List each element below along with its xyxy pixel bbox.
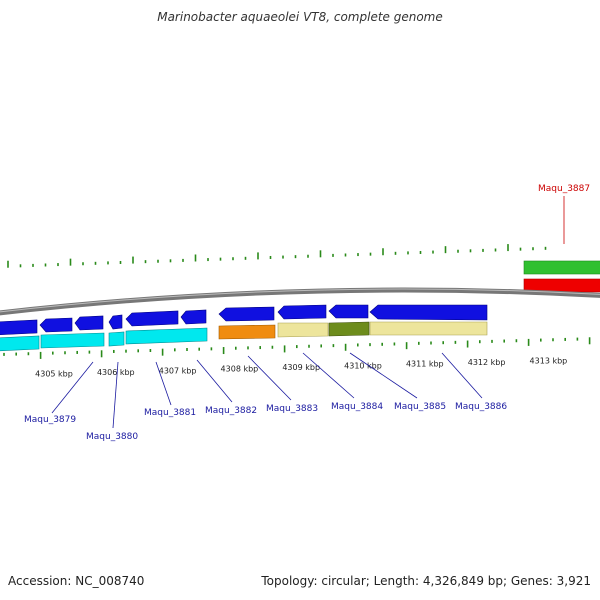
map-title: Marinobacter aquaeolei VT8, complete gen…: [157, 10, 443, 24]
cds-small-b[interactable]: [180, 309, 207, 325]
gene-label-maqu-3883[interactable]: Maqu_3883: [266, 404, 318, 414]
cds-maqu-3880[interactable]: [39, 317, 73, 333]
cds-maqu-3880b[interactable]: [74, 315, 104, 331]
gene-label-maqu-3880[interactable]: Maqu_3880: [86, 432, 138, 442]
inner-tick-ring: [3, 337, 591, 359]
cds-maqu-3881[interactable]: [125, 310, 179, 327]
leader-maqu-3886: [441, 352, 483, 399]
forward-strand-features: [0, 304, 488, 336]
gene-label-maqu-3887[interactable]: Maqu_3887: [538, 184, 590, 194]
genome-summary: Topology: circular; Length: 4,326,849 bp…: [261, 574, 591, 588]
feature-orange[interactable]: [218, 324, 276, 340]
gene-label-maqu-3885[interactable]: Maqu_3885: [394, 402, 446, 412]
outer-features: [523, 260, 600, 293]
feature-olive[interactable]: [328, 321, 370, 337]
cds-maqu-3886[interactable]: [369, 304, 488, 321]
kbp-tick-label: 4311 kbp: [406, 360, 444, 369]
gene-annotations: Maqu_3879 Maqu_3880 Maqu_3881 Maqu_3882 …: [24, 184, 590, 442]
cds-maqu-3879[interactable]: [0, 319, 38, 336]
kbp-tick-label: 4308 kbp: [221, 365, 259, 374]
gene-label-maqu-3881[interactable]: Maqu_3881: [144, 408, 196, 418]
gene-label-maqu-3882[interactable]: Maqu_3882: [205, 406, 257, 416]
genome-backbone: [0, 287, 600, 316]
cds-small-a[interactable]: [108, 314, 123, 330]
gene-label-maqu-3884[interactable]: Maqu_3884: [331, 402, 383, 412]
kbp-tick-label: 4310 kbp: [344, 361, 382, 370]
leader-maqu-3883: [247, 355, 292, 401]
feature-cyan-3[interactable]: [108, 331, 125, 347]
genome-backbone-highlight: [0, 288, 600, 313]
kbp-scale: 4305 kbp 4306 kbp 4307 kbp 4308 kbp 4309 kbp…: [35, 356, 567, 378]
leader-maqu-3885: [349, 352, 418, 399]
kbp-tick-label: 4312 kbp: [468, 358, 506, 367]
cds-maqu-3883[interactable]: [277, 304, 327, 320]
cds-maqu-3882[interactable]: [218, 306, 275, 322]
inner-strand-features: [0, 321, 488, 352]
leader-maqu-3880: [112, 361, 119, 429]
feature-khaki-2[interactable]: [369, 321, 488, 336]
gene-label-maqu-3879[interactable]: Maqu_3879: [24, 415, 76, 425]
kbp-tick-label: 4305 kbp: [35, 370, 73, 379]
leader-maqu-3884: [302, 352, 355, 399]
accession-label: Accession: NC_008740: [8, 574, 145, 588]
outer-tick-ring: [7, 244, 547, 268]
leader-maqu-3882: [196, 359, 233, 403]
feature-khaki-1[interactable]: [277, 322, 329, 338]
kbp-tick-label: 4307 kbp: [159, 366, 197, 375]
leader-maqu-3881: [155, 361, 172, 406]
kbp-tick-label: 4306 kbp: [97, 368, 135, 377]
gene-label-maqu-3886[interactable]: Maqu_3886: [455, 402, 507, 412]
feature-cyan-1[interactable]: [0, 335, 40, 352]
feature-cyan-4[interactable]: [125, 327, 208, 345]
green-feature[interactable]: [523, 260, 600, 275]
kbp-tick-label: 4313 kbp: [530, 356, 568, 365]
feature-cyan-2[interactable]: [40, 332, 105, 349]
kbp-tick-label: 4309 kbp: [282, 363, 320, 372]
cds-maqu-3884[interactable]: [328, 304, 369, 319]
leader-maqu-3879: [51, 361, 94, 414]
